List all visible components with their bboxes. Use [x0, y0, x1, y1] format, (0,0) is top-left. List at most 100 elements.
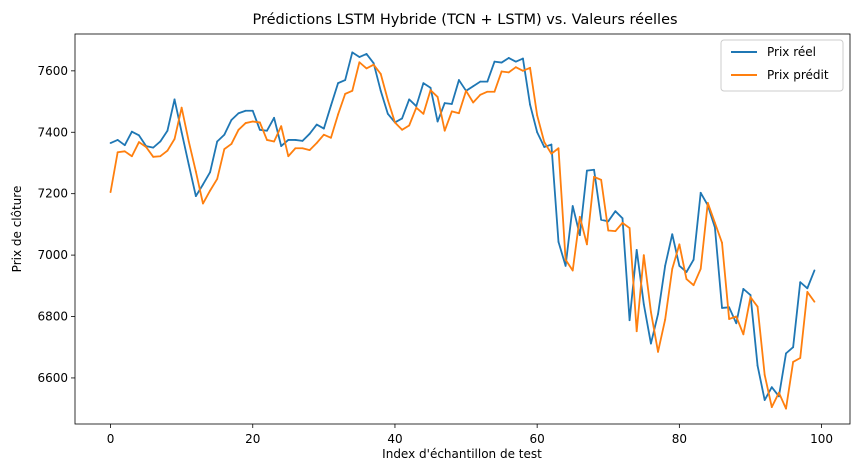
x-tick-label: 60: [530, 432, 545, 446]
data-point: [742, 287, 745, 290]
y-tick-label: 6600: [37, 371, 68, 385]
data-point: [550, 152, 553, 155]
data-point: [251, 120, 254, 123]
data-point: [351, 51, 354, 54]
data-point: [258, 121, 261, 124]
data-point: [600, 218, 603, 221]
data-point: [671, 233, 674, 236]
data-point: [692, 258, 695, 261]
data-point: [202, 202, 204, 205]
data-point: [770, 406, 773, 409]
data-point: [244, 122, 247, 124]
data-point: [138, 141, 140, 143]
data-point: [564, 264, 567, 267]
data-point: [116, 139, 119, 141]
data-point: [507, 71, 510, 74]
data-point: [159, 140, 162, 143]
series-line-0: [110, 51, 816, 401]
data-point: [543, 141, 546, 143]
data-point: [763, 399, 766, 401]
data-point: [344, 79, 347, 81]
data-point: [415, 105, 418, 108]
data-point: [294, 139, 297, 141]
data-point: [479, 80, 482, 83]
data-point: [735, 322, 738, 325]
y-tick-label: 6800: [37, 310, 68, 324]
data-point: [586, 169, 588, 172]
data-point: [173, 138, 176, 140]
data-point: [273, 140, 275, 143]
data-point: [266, 139, 268, 141]
data-point: [223, 148, 226, 151]
data-point: [721, 307, 723, 309]
data-point: [678, 264, 681, 267]
data-point: [230, 119, 233, 121]
data-point: [287, 155, 290, 158]
data-point: [500, 70, 503, 73]
data-point: [728, 318, 731, 320]
data-point: [543, 146, 546, 148]
data-point: [578, 215, 581, 218]
x-tick-label: 0: [107, 432, 115, 446]
data-point: [593, 175, 595, 178]
x-tick-label: 40: [387, 432, 402, 446]
x-tick-label: 20: [245, 432, 260, 446]
data-point: [458, 112, 460, 115]
data-point: [209, 171, 211, 174]
plot-frame: [74, 33, 851, 425]
data-point: [216, 140, 219, 143]
data-point: [422, 82, 425, 85]
data-point: [756, 364, 759, 367]
data-point: [785, 407, 787, 410]
data-point: [330, 136, 332, 139]
data-point: [429, 89, 432, 92]
data-point: [308, 149, 311, 151]
data-point: [514, 60, 517, 63]
data-point: [514, 66, 517, 69]
data-point: [493, 90, 496, 93]
data-point: [586, 243, 588, 246]
y-axis-label: Prix de clôture: [10, 186, 24, 273]
data-point: [564, 258, 567, 261]
data-point: [721, 241, 723, 244]
chart-title: Prédictions LSTM Hybride (TCN + LSTM) vs…: [252, 12, 677, 28]
data-point: [436, 120, 439, 123]
x-tick-label: 80: [672, 432, 687, 446]
data-point: [386, 112, 389, 115]
data-point: [365, 53, 368, 55]
data-point: [685, 278, 688, 280]
data-point: [571, 205, 574, 207]
data-point: [287, 139, 290, 141]
data-point: [301, 139, 304, 142]
data-point: [813, 269, 816, 272]
data-point: [251, 109, 254, 112]
data-point: [365, 67, 368, 70]
data-point: [436, 96, 439, 98]
data-point: [379, 89, 382, 92]
x-tick-label: 100: [810, 432, 833, 446]
data-point: [486, 90, 489, 93]
data-point: [600, 178, 603, 181]
data-point: [386, 99, 389, 101]
data-point: [443, 102, 446, 104]
data-point: [173, 98, 176, 101]
data-point: [315, 142, 318, 144]
data-point: [770, 386, 773, 389]
data-point: [749, 294, 752, 296]
data-point: [621, 221, 624, 224]
data-point: [209, 189, 211, 192]
data-point: [194, 170, 197, 173]
data-point: [714, 226, 716, 229]
data-point: [130, 155, 133, 158]
data-point: [322, 127, 325, 130]
data-point: [123, 150, 126, 153]
data-point: [578, 234, 581, 237]
data-point: [280, 125, 283, 128]
data-point: [607, 229, 610, 232]
data-point: [692, 284, 695, 287]
data-point: [372, 63, 375, 66]
data-point: [244, 109, 247, 112]
data-point: [614, 210, 617, 213]
data-point: [472, 101, 475, 104]
data-point: [699, 191, 702, 194]
